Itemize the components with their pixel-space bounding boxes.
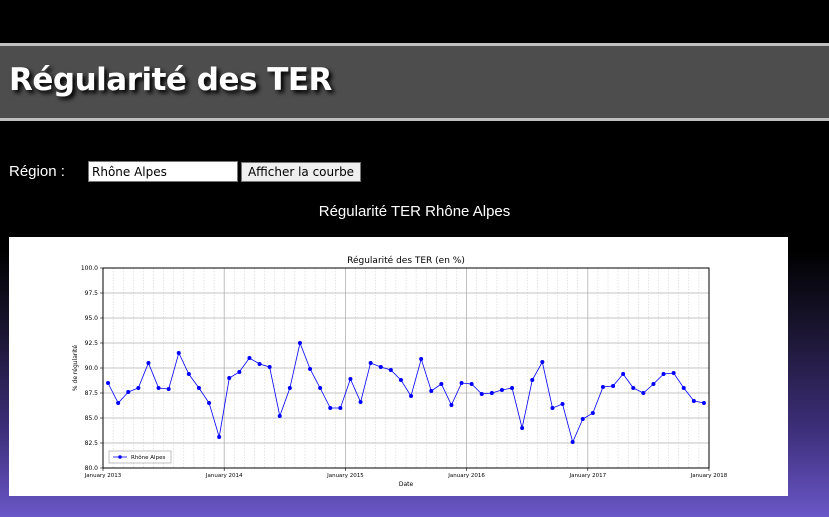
data-point	[429, 389, 434, 393]
data-point	[459, 381, 464, 385]
legend: Rhône Alpes	[108, 450, 172, 464]
y-tick-label: 80.0	[85, 465, 99, 472]
data-point	[297, 341, 302, 345]
data-point	[166, 387, 171, 391]
data-point	[449, 403, 454, 407]
data-point	[540, 360, 545, 364]
data-point	[499, 388, 504, 392]
data-point	[580, 417, 585, 421]
data-point	[398, 378, 403, 382]
data-point	[651, 382, 656, 386]
y-tick-label: 95.0	[85, 315, 99, 322]
x-tick-label: January 2013	[84, 473, 122, 479]
data-point	[469, 382, 474, 386]
data-point	[176, 351, 181, 355]
data-point	[237, 370, 242, 374]
data-point	[671, 371, 676, 375]
x-tick-label: January 2016	[447, 473, 485, 479]
chart-title: Régularité des TER (en %)	[347, 255, 465, 266]
data-point	[308, 367, 313, 371]
data-point	[267, 365, 272, 369]
data-point	[186, 372, 191, 376]
data-point	[106, 381, 111, 385]
data-point	[247, 356, 252, 360]
regularity-chart: 80.0 82.5 85.0 87.5 90.0 92.5 95.0 97.5 100.0 Ja…	[72, 255, 728, 488]
x-axis-label: Date	[399, 481, 414, 488]
data-point	[328, 406, 333, 410]
region-input[interactable]	[88, 161, 238, 182]
page-title: Régularité des TER	[9, 62, 332, 98]
y-tick-label: 97.5	[85, 290, 99, 297]
y-tick-label: 85.0	[85, 415, 99, 422]
data-point	[156, 386, 161, 390]
header-bar: Régularité des TER	[0, 43, 829, 121]
data-point	[318, 386, 323, 390]
data-point	[590, 411, 595, 415]
y-tick-label: 82.5	[85, 440, 99, 447]
data-point	[530, 378, 535, 382]
y-axis-label: % de régularité	[72, 345, 79, 391]
data-point	[348, 377, 353, 381]
data-point	[479, 392, 484, 396]
data-point	[338, 406, 343, 410]
x-tick-label: January 2014	[205, 473, 243, 479]
x-tick-label: January 2017	[568, 473, 606, 479]
data-point	[217, 435, 222, 439]
y-tick-label: 90.0	[85, 365, 99, 372]
data-point	[560, 402, 565, 406]
data-point	[681, 386, 686, 390]
data-point	[621, 372, 626, 376]
data-point	[287, 386, 292, 390]
data-point	[196, 386, 201, 390]
chart-heading: Régularité TER Rhône Alpes	[318, 203, 511, 220]
data-point	[388, 368, 393, 372]
data-point	[611, 384, 616, 388]
y-tick-label: 92.5	[85, 340, 99, 347]
data-point	[227, 376, 232, 380]
data-point	[510, 386, 515, 390]
show-curve-button[interactable]: Afficher la courbe	[241, 162, 361, 182]
y-tick-label: 87.5	[85, 390, 99, 397]
data-point	[126, 390, 131, 394]
data-point	[378, 365, 383, 369]
data-point	[358, 400, 363, 404]
data-point	[520, 426, 525, 430]
data-point	[570, 440, 575, 444]
data-point	[368, 361, 373, 365]
data-point	[631, 386, 636, 390]
data-point	[641, 391, 646, 395]
data-point	[550, 406, 555, 410]
legend-entry-rhone-alpes: Rhône Alpes	[131, 454, 165, 461]
data-point	[277, 414, 282, 418]
data-point	[409, 394, 414, 398]
chart-frame: 80.0 82.5 85.0 87.5 90.0 92.5 95.0 97.5 100.0 Ja…	[9, 237, 788, 496]
data-point	[116, 401, 121, 405]
data-point	[489, 391, 494, 395]
data-point	[136, 386, 141, 390]
data-point	[701, 401, 706, 405]
data-point	[661, 372, 666, 376]
data-point	[419, 357, 424, 361]
x-tick-label: January 2015	[326, 473, 364, 479]
data-point	[207, 401, 212, 405]
y-tick-label: 100.0	[81, 265, 98, 272]
data-point	[146, 361, 151, 365]
x-tick-label: January 2018	[690, 473, 728, 479]
data-point	[257, 362, 262, 366]
data-point	[439, 382, 444, 386]
region-label: Région :	[9, 163, 65, 180]
data-point	[600, 385, 605, 389]
data-point	[691, 399, 696, 403]
